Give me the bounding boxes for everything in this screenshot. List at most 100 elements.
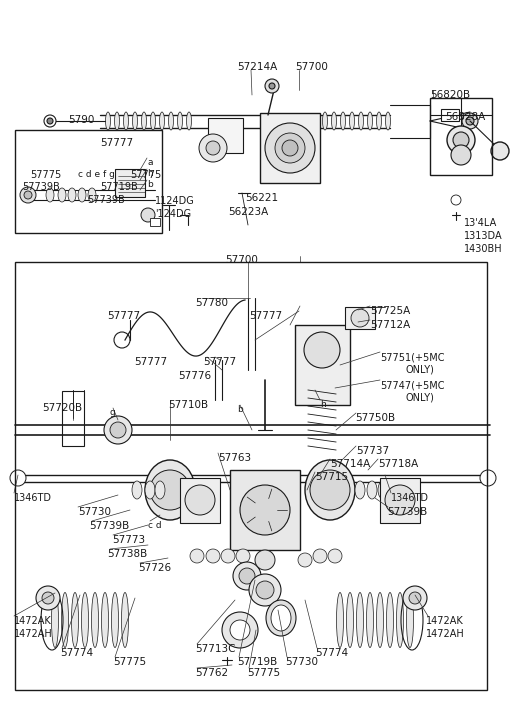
Bar <box>430 98 492 175</box>
Ellipse shape <box>266 600 296 636</box>
Circle shape <box>233 562 261 590</box>
Bar <box>380 478 420 523</box>
Text: 57739B: 57739B <box>387 507 427 517</box>
Ellipse shape <box>397 593 404 648</box>
Text: 57710B: 57710B <box>168 400 208 410</box>
Ellipse shape <box>367 112 373 130</box>
Text: 1346TD: 1346TD <box>14 493 52 503</box>
Text: 1430BH: 1430BH <box>464 244 503 254</box>
Circle shape <box>185 485 215 515</box>
Circle shape <box>20 187 36 203</box>
Text: 57738B: 57738B <box>107 549 147 559</box>
Text: 1472AH: 1472AH <box>426 629 465 639</box>
Ellipse shape <box>331 112 337 130</box>
Text: 57777: 57777 <box>203 357 236 367</box>
Text: ONLY): ONLY) <box>406 364 435 374</box>
Text: 57775: 57775 <box>113 657 146 667</box>
Bar <box>208 118 243 153</box>
Ellipse shape <box>407 593 414 648</box>
Circle shape <box>230 620 250 640</box>
Circle shape <box>451 195 461 205</box>
Text: b: b <box>237 405 243 414</box>
Circle shape <box>462 113 478 129</box>
Text: 57775: 57775 <box>30 170 61 180</box>
Text: 57715: 57715 <box>315 472 348 482</box>
Circle shape <box>447 126 475 154</box>
Ellipse shape <box>91 593 98 648</box>
Text: 57718A: 57718A <box>378 459 418 469</box>
Text: 57714A: 57714A <box>330 459 370 469</box>
Circle shape <box>36 586 60 610</box>
Ellipse shape <box>356 593 364 648</box>
Text: 57775: 57775 <box>130 170 161 180</box>
Text: 57780: 57780 <box>195 298 228 308</box>
Ellipse shape <box>141 112 147 130</box>
Text: 57762: 57762 <box>195 668 228 678</box>
Text: 57739B: 57739B <box>89 521 129 531</box>
Ellipse shape <box>101 593 108 648</box>
Text: 57726: 57726 <box>138 563 171 573</box>
Ellipse shape <box>132 481 142 499</box>
Text: 57775: 57775 <box>247 668 280 678</box>
Ellipse shape <box>133 112 138 130</box>
Circle shape <box>222 612 258 648</box>
Circle shape <box>385 485 415 515</box>
Circle shape <box>240 485 290 535</box>
Text: 56828A: 56828A <box>445 112 485 122</box>
Text: 57774: 57774 <box>315 648 348 658</box>
Text: 57725A: 57725A <box>370 306 410 316</box>
Text: c d e f g: c d e f g <box>78 170 115 179</box>
Ellipse shape <box>155 481 165 499</box>
Ellipse shape <box>376 593 383 648</box>
Text: 1346TD: 1346TD <box>391 493 429 503</box>
Circle shape <box>409 592 421 604</box>
Text: 1313DA: 1313DA <box>464 231 503 241</box>
Text: 1472AK: 1472AK <box>426 616 464 626</box>
Ellipse shape <box>387 593 393 648</box>
Circle shape <box>328 549 342 563</box>
Text: 57750B: 57750B <box>355 413 395 423</box>
Circle shape <box>351 309 369 327</box>
Ellipse shape <box>322 112 328 130</box>
Text: 57700: 57700 <box>225 255 258 265</box>
Bar <box>441 109 459 121</box>
Circle shape <box>265 123 315 173</box>
Text: 57739B: 57739B <box>87 195 125 205</box>
Text: '124DG: '124DG <box>155 209 191 219</box>
Text: 57777: 57777 <box>107 311 140 321</box>
Text: 57730: 57730 <box>78 507 111 517</box>
Text: 57719B: 57719B <box>237 657 277 667</box>
Circle shape <box>255 550 275 570</box>
Text: 57713C: 57713C <box>195 644 236 654</box>
Text: ONLY): ONLY) <box>406 392 435 402</box>
Bar <box>115 169 145 197</box>
Circle shape <box>206 549 220 563</box>
Bar <box>230 470 300 550</box>
Ellipse shape <box>81 593 89 648</box>
Bar <box>180 478 220 523</box>
Circle shape <box>114 332 130 348</box>
Circle shape <box>199 134 227 162</box>
Ellipse shape <box>122 593 129 648</box>
Bar <box>62 390 84 446</box>
Text: 1472AH: 1472AH <box>14 629 53 639</box>
Ellipse shape <box>337 593 344 648</box>
Ellipse shape <box>58 188 66 202</box>
Text: 56223A: 56223A <box>228 207 268 217</box>
Circle shape <box>150 470 190 510</box>
Ellipse shape <box>340 112 346 130</box>
Circle shape <box>104 416 132 444</box>
Circle shape <box>304 332 340 368</box>
Ellipse shape <box>88 188 96 202</box>
Circle shape <box>10 470 26 486</box>
Ellipse shape <box>145 481 155 499</box>
Ellipse shape <box>78 188 86 202</box>
Text: 57712A: 57712A <box>370 320 410 330</box>
Ellipse shape <box>168 112 174 130</box>
Text: 1472AK: 1472AK <box>14 616 52 626</box>
Text: h: h <box>147 169 153 178</box>
Ellipse shape <box>305 460 355 520</box>
Circle shape <box>249 574 281 606</box>
Ellipse shape <box>68 188 76 202</box>
Text: 57777: 57777 <box>249 311 282 321</box>
